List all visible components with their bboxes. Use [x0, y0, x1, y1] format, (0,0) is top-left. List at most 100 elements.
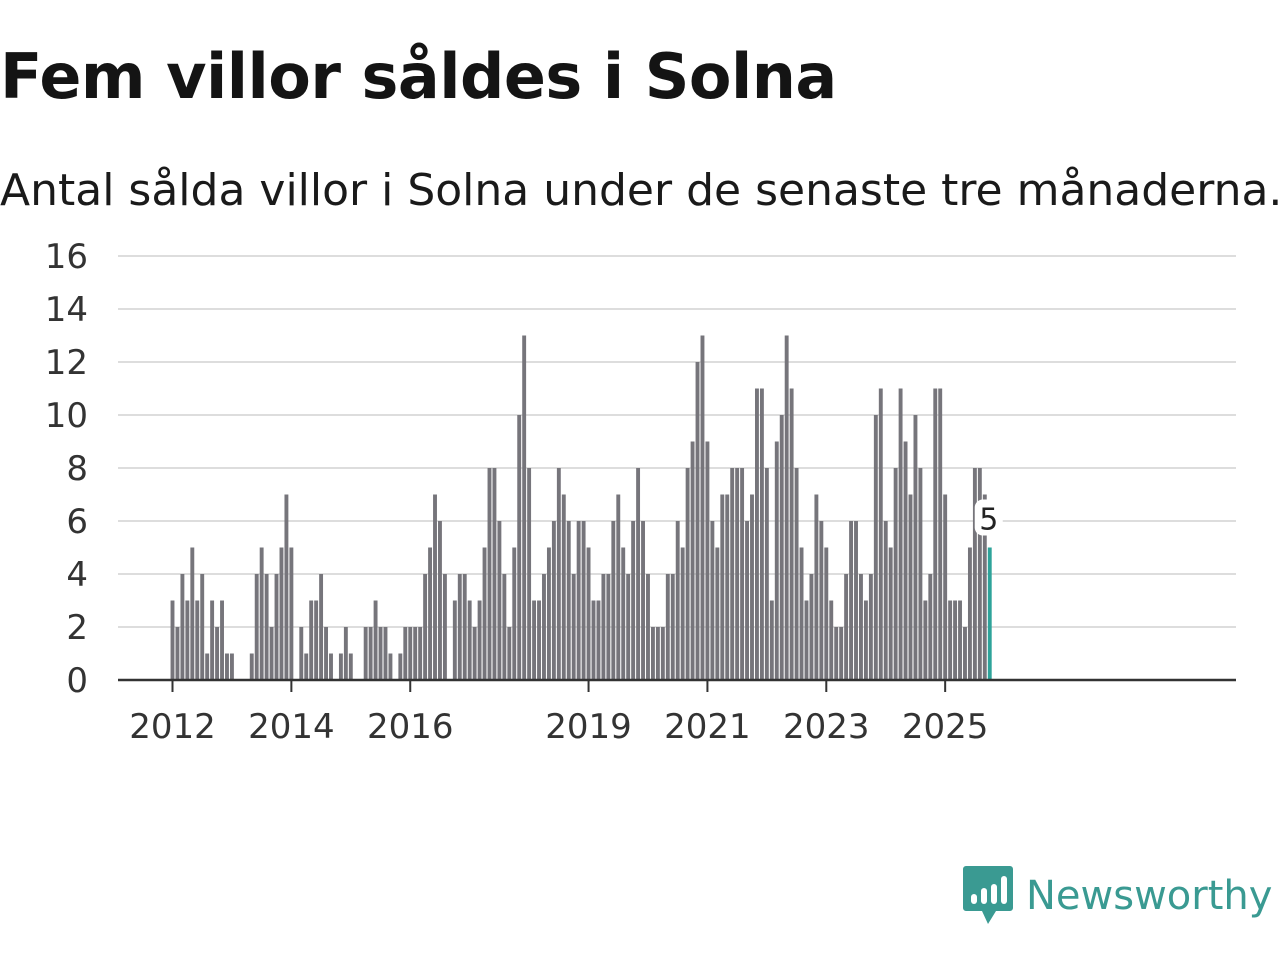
bar: [220, 600, 224, 680]
bar: [363, 627, 368, 680]
bar: [343, 627, 348, 680]
bar: [269, 627, 274, 680]
bar: [289, 547, 294, 680]
bar: [695, 362, 700, 680]
bar: [225, 653, 229, 680]
last-value-annotation: 5: [974, 499, 1003, 538]
bar: [428, 547, 433, 680]
bar: [873, 415, 878, 680]
bar: [180, 574, 185, 680]
bar: [606, 574, 611, 680]
bar: [680, 547, 685, 680]
bar: [338, 653, 343, 680]
bar: [715, 547, 720, 680]
bar: [809, 574, 814, 680]
bar: [497, 521, 502, 680]
bar: [759, 388, 764, 680]
bar: [740, 468, 745, 680]
bar: [546, 547, 551, 680]
bar: [299, 627, 304, 680]
bar: [542, 574, 546, 680]
bar: [418, 627, 423, 680]
bar: [398, 653, 403, 680]
x-axis: 2012 2014 2016 2019 2021 2023 2025: [118, 678, 1236, 747]
bar: [898, 388, 903, 680]
bar: [720, 494, 725, 680]
x-tick-label-2014: 2014: [248, 707, 335, 747]
bar: [581, 521, 586, 680]
bar: [774, 441, 779, 680]
bar: [433, 494, 437, 680]
bar: [804, 600, 809, 680]
bar: [442, 574, 447, 680]
bar: [868, 574, 873, 680]
bar: [908, 494, 913, 680]
bar-highlight: [987, 547, 992, 680]
y-axis-labels: 0 2 4 6 8 10 12 14 16: [45, 237, 88, 701]
bar: [205, 653, 210, 680]
bar: [655, 627, 660, 680]
bar: [249, 653, 254, 680]
bar: [314, 600, 319, 680]
bar: [274, 574, 279, 680]
bar: [512, 547, 517, 680]
bar: [650, 627, 655, 680]
bar: [675, 521, 680, 680]
bar: [621, 547, 626, 680]
bar: [324, 627, 328, 680]
bar: [923, 600, 928, 680]
x-tick-label-2023: 2023: [783, 707, 870, 747]
bar: [195, 600, 200, 680]
bar: [576, 521, 581, 680]
bar: [264, 574, 269, 680]
bar: [537, 600, 541, 680]
x-tick-label-2019: 2019: [545, 707, 632, 747]
bar: [814, 494, 819, 680]
bar: [824, 547, 829, 680]
chart-subtitle: Antal sålda villor i Solna under de sena…: [0, 165, 1280, 216]
bar: [403, 627, 408, 680]
bar: [319, 574, 324, 680]
bar: [482, 547, 487, 680]
bar: [769, 600, 774, 680]
bar: [596, 600, 601, 680]
bar: [527, 468, 532, 680]
bar: [685, 468, 690, 680]
bar: [963, 627, 967, 680]
bar: [200, 574, 205, 680]
x-tick-label-2016: 2016: [367, 707, 454, 747]
bar: [413, 627, 418, 680]
x-tick-label-2012: 2012: [129, 707, 216, 747]
bar: [626, 574, 631, 680]
bar: [571, 574, 576, 680]
bar: [408, 627, 413, 680]
bar: [972, 468, 977, 680]
bar: [561, 494, 566, 680]
bar: [670, 574, 675, 680]
bar: [477, 600, 482, 680]
bar: [457, 574, 462, 680]
y-tick-label-14: 14: [45, 290, 88, 330]
bar-chart-speech-bubble-icon: [963, 866, 1013, 924]
bar: [982, 494, 987, 680]
bar: [844, 574, 849, 680]
bar: [854, 521, 858, 680]
bar: [170, 600, 175, 680]
bar: [368, 627, 373, 680]
bar: [928, 574, 933, 680]
bar: [254, 574, 259, 680]
bar: [591, 600, 596, 680]
bar: [764, 468, 769, 680]
y-tick-label-10: 10: [45, 396, 88, 436]
bar: [730, 468, 735, 680]
y-tick-label-0: 0: [66, 661, 88, 701]
bar: [175, 627, 180, 680]
last-value-label-bg: [974, 499, 1003, 536]
bar: [849, 521, 854, 680]
bar: [863, 600, 868, 680]
bar: [522, 335, 527, 680]
bar: [517, 415, 522, 680]
bar: [735, 468, 740, 680]
bar: [383, 627, 388, 680]
y-tick-label-6: 6: [66, 502, 88, 542]
